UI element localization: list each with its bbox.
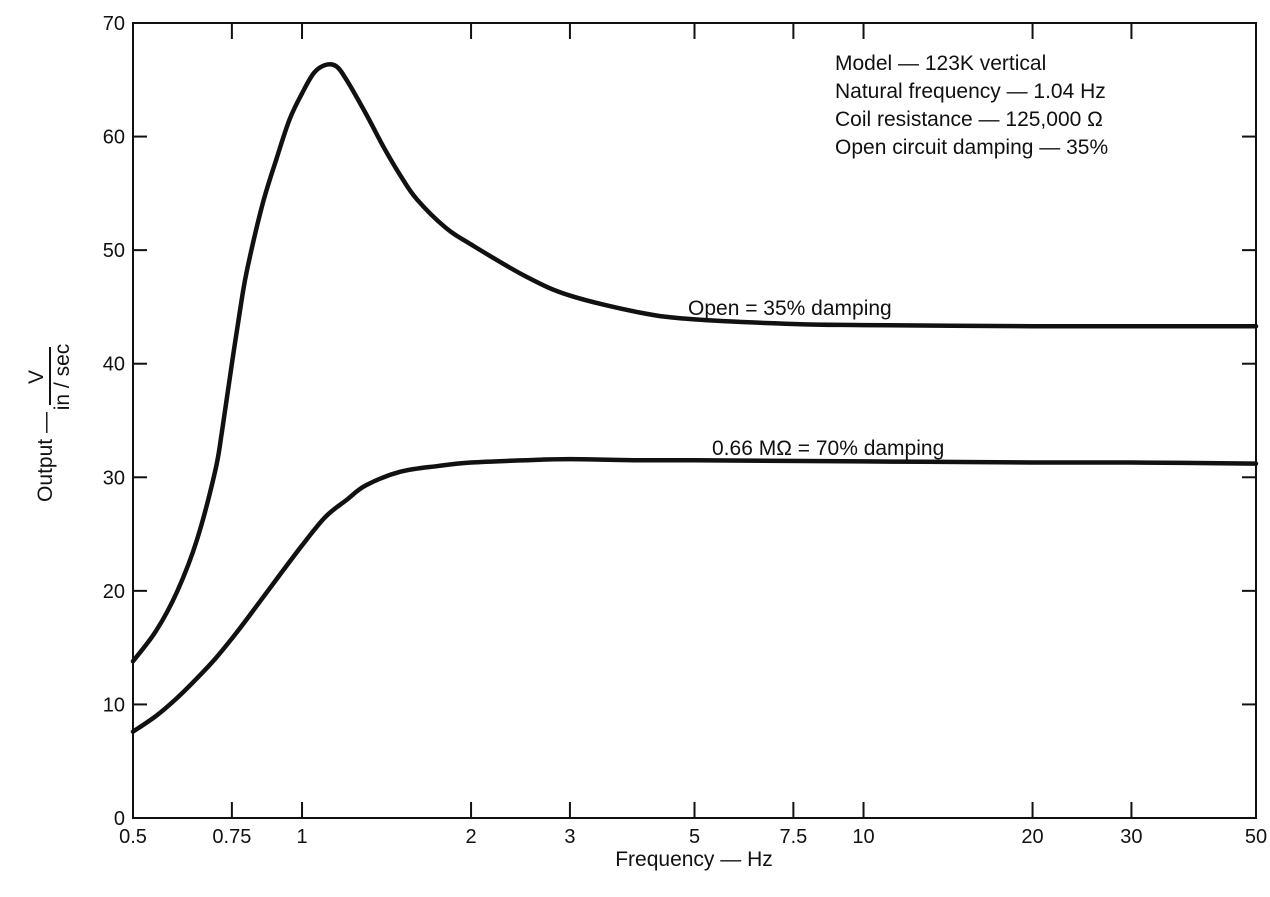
y-tick-label-3: 30 [103, 467, 125, 489]
curve-70-damping [130, 456, 1259, 734]
x-tick-label-4: 3 [564, 826, 575, 848]
series-label-070-damping: 0.66 MΩ = 70% damping [712, 437, 944, 460]
y-axis-unit-numerator: V [25, 370, 48, 384]
y-axis-unit-denominator: in / sec [51, 344, 74, 411]
curve-open-35-damping [130, 61, 1259, 664]
y-tick-label-1: 10 [103, 694, 125, 716]
y-tick-labels: 0 10 20 30 40 50 60 70 [103, 13, 125, 830]
y-tick-label-0: 0 [114, 808, 125, 830]
y-tick-label-5: 50 [103, 240, 125, 262]
y-axis-title: Output — V in / sec [25, 344, 74, 502]
y-tick-label-2: 20 [103, 581, 125, 603]
annotation-model: Model — 123K vertical [835, 52, 1046, 75]
x-axis-title: Frequency — Hz [615, 848, 773, 871]
series-label-open: Open = 35% damping [688, 297, 892, 320]
annotation-coil-resistance: Coil resistance — 125,000 Ω [835, 108, 1103, 131]
curves [130, 61, 1259, 734]
y-axis-title-text: Output — [34, 412, 57, 502]
y-tick-label-4: 40 [103, 354, 125, 376]
x-tick-label-7: 10 [852, 826, 874, 848]
annotation-block: Model — 123K vertical Natural frequency … [835, 52, 1108, 159]
x-tick-label-1: 0.75 [212, 826, 251, 848]
y-tick-label-6: 60 [103, 127, 125, 149]
x-tick-label-3: 2 [465, 826, 476, 848]
x-tick-label-10: 50 [1245, 826, 1267, 848]
x-tick-label-2: 1 [296, 826, 307, 848]
x-tick-label-9: 30 [1120, 826, 1142, 848]
x-tick-label-8: 20 [1021, 826, 1043, 848]
annotation-natural-frequency: Natural frequency — 1.04 Hz [835, 80, 1106, 103]
x-tick-label-0: 0.5 [119, 826, 147, 848]
x-tick-labels: 0.5 0.75 1 2 3 5 7.5 10 20 30 50 [119, 826, 1267, 848]
x-tick-label-5: 5 [689, 826, 700, 848]
axis-ticks [132, 23, 1257, 818]
annotation-open-circuit-damping: Open circuit damping — 35% [835, 136, 1108, 159]
y-tick-label-7: 70 [103, 13, 125, 35]
x-tick-label-6: 7.5 [779, 826, 807, 848]
